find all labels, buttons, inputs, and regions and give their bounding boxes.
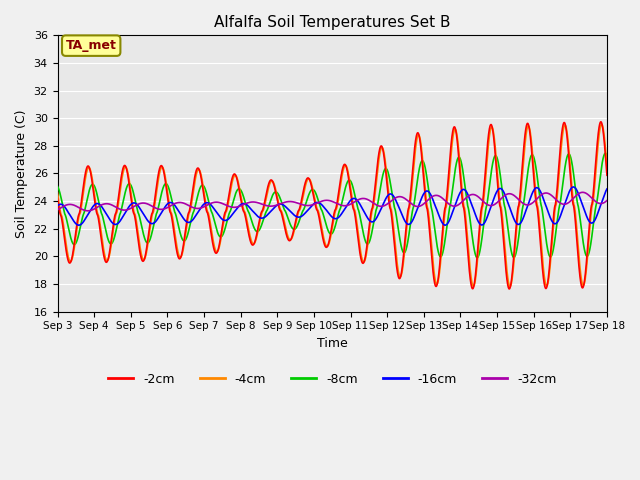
Text: TA_met: TA_met bbox=[66, 39, 116, 52]
Legend: -2cm, -4cm, -8cm, -16cm, -32cm: -2cm, -4cm, -8cm, -16cm, -32cm bbox=[103, 368, 561, 391]
X-axis label: Time: Time bbox=[317, 337, 348, 350]
Y-axis label: Soil Temperature (C): Soil Temperature (C) bbox=[15, 109, 28, 238]
Title: Alfalfa Soil Temperatures Set B: Alfalfa Soil Temperatures Set B bbox=[214, 15, 451, 30]
